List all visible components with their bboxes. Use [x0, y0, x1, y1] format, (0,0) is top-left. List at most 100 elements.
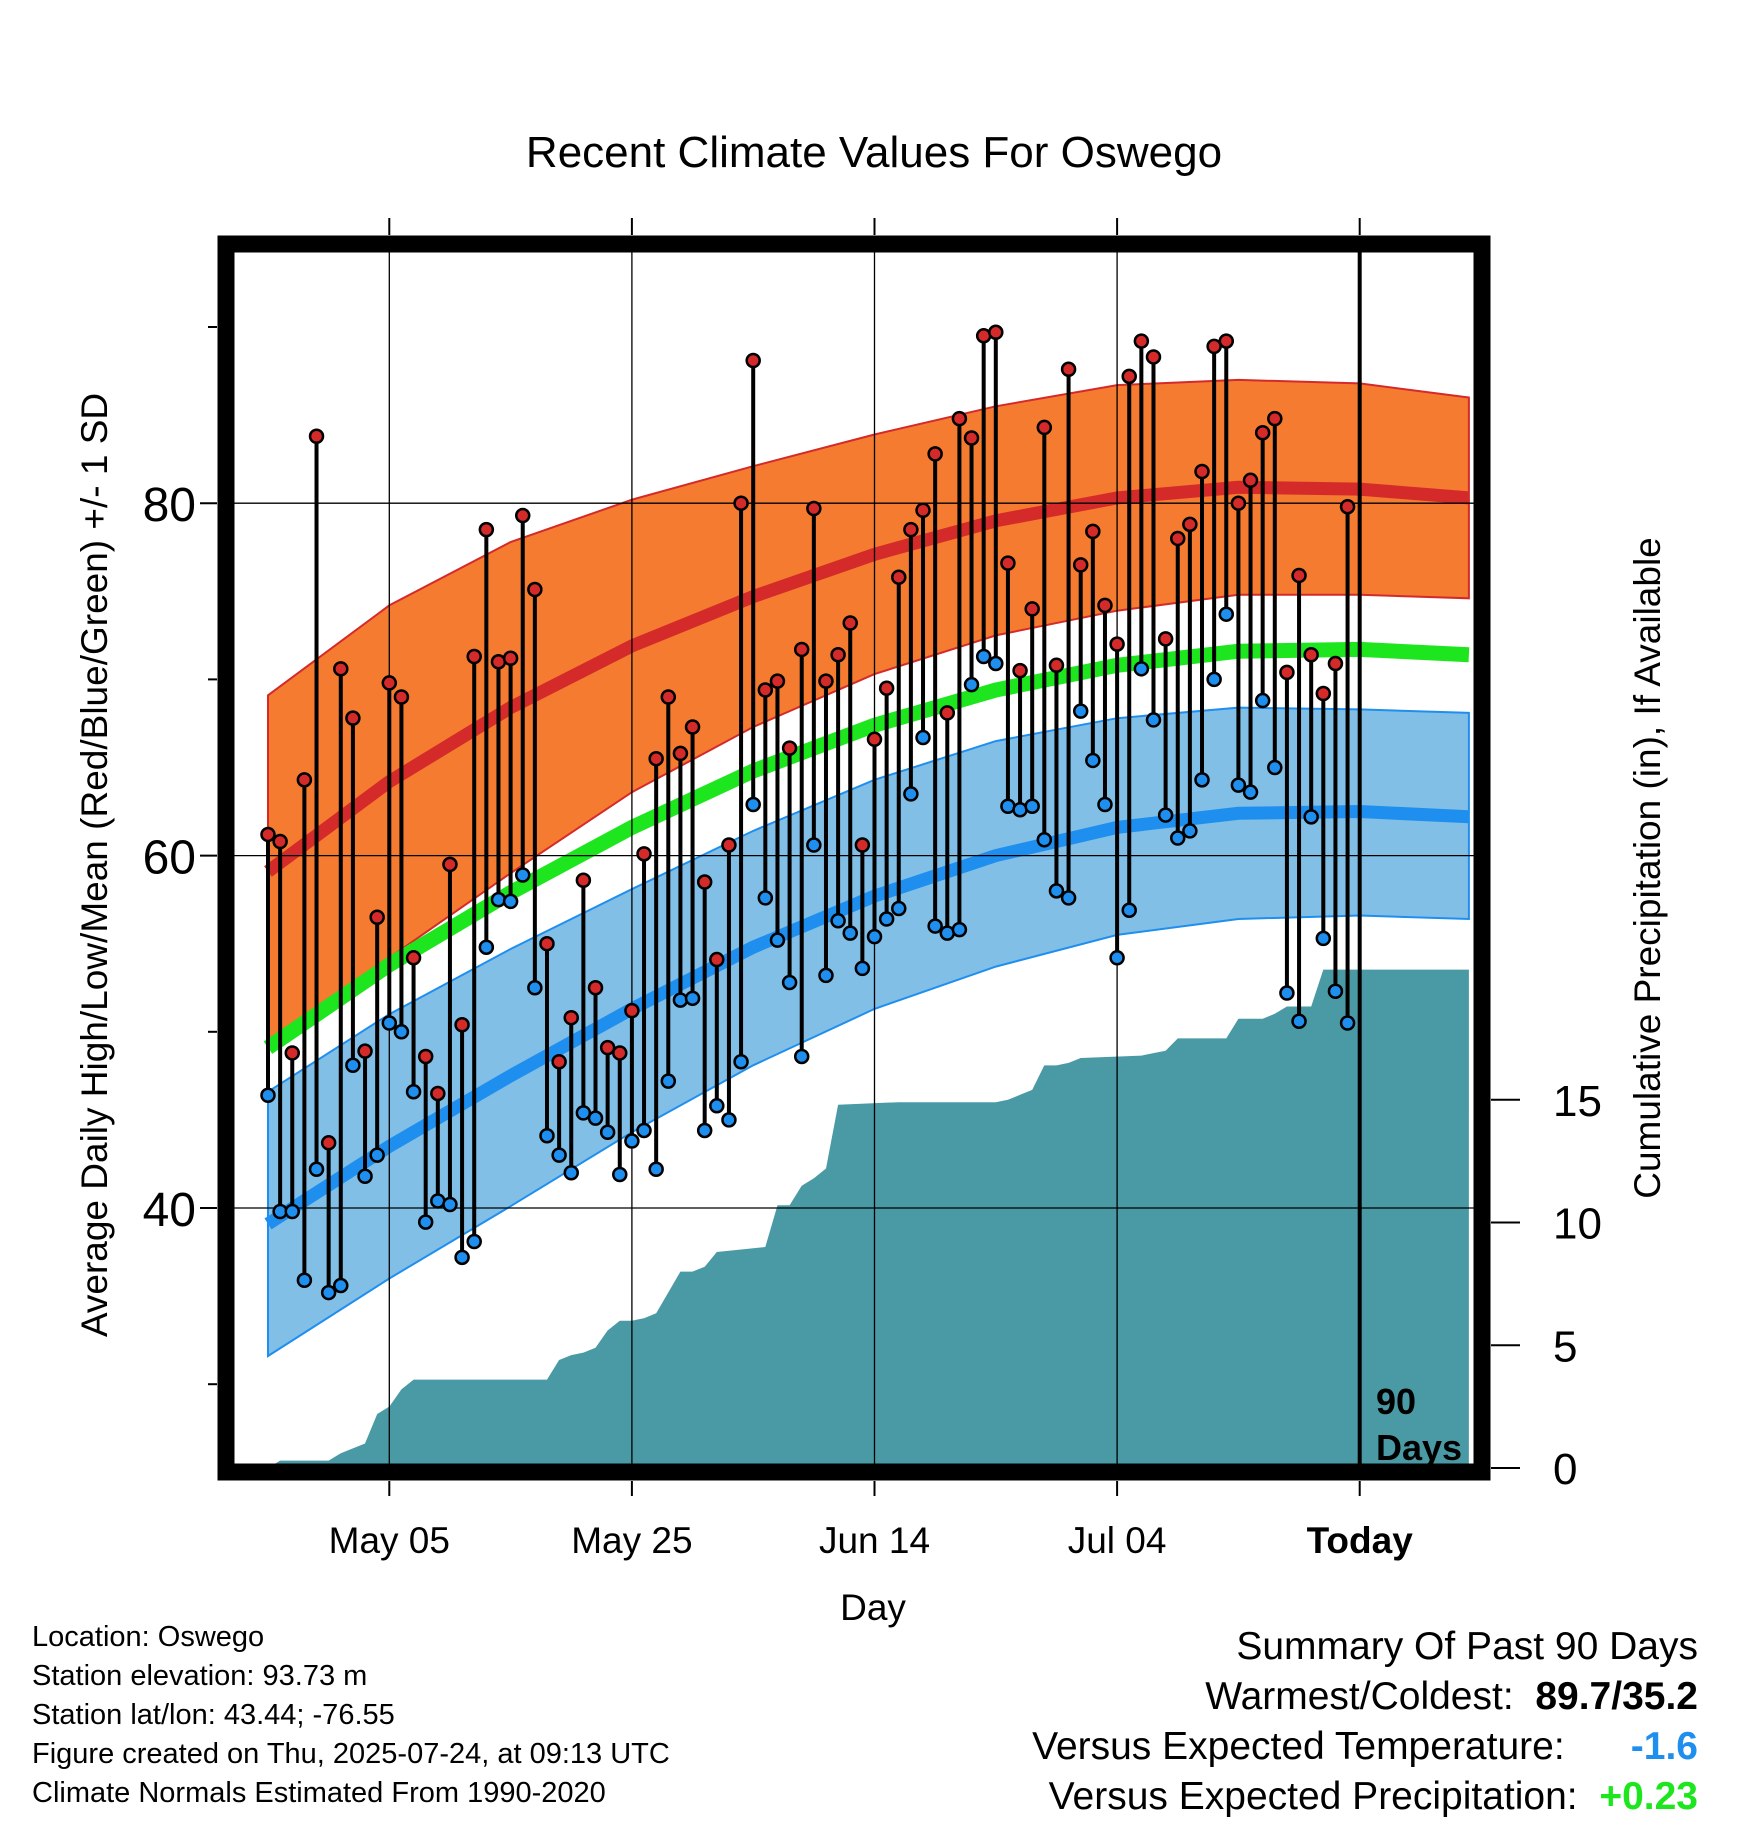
daily-high-point	[1254, 424, 1271, 441]
x-tick-label: Jun 14	[819, 1520, 930, 1561]
daily-high-point	[1060, 361, 1077, 378]
daily-low-point	[563, 1165, 579, 1181]
daily-high-point	[806, 500, 822, 517]
temp-label: Versus Expected Temperature:	[1032, 1725, 1565, 1768]
daily-high-point	[1194, 463, 1210, 480]
daily-high-point	[1012, 662, 1028, 679]
daily-low-point	[345, 1057, 361, 1074]
daily-high-point	[1170, 530, 1186, 547]
daily-high-point	[333, 661, 349, 677]
station-info: Location: Oswego Station elevation: 93.7…	[32, 1618, 670, 1813]
warmest-label: Warmest/Coldest:	[1205, 1675, 1514, 1718]
daily-low-point	[417, 1214, 434, 1230]
daily-low-point	[854, 960, 871, 977]
daily-low-point	[951, 921, 968, 938]
daily-low-point	[490, 891, 507, 908]
daily-low-point	[466, 1233, 482, 1250]
daily-low-point	[684, 990, 701, 1007]
daily-high-point	[551, 1054, 567, 1070]
daily-high-point	[1048, 657, 1065, 674]
daily-high-point	[1291, 567, 1307, 584]
daily-high-point	[1145, 349, 1162, 365]
precip-value: +0.23	[1599, 1775, 1698, 1818]
x-tick-label: May 25	[571, 1520, 692, 1561]
daily-low-point	[381, 1015, 398, 1031]
daily-high-point	[927, 446, 943, 462]
daily-low-point	[1121, 902, 1137, 918]
daily-low-point	[551, 1147, 567, 1163]
high-sd-band	[267, 378, 1470, 1050]
daily-high-point	[745, 352, 761, 369]
daily-high-point	[830, 646, 846, 663]
daily-low-point	[369, 1147, 385, 1163]
daily-high-point	[672, 745, 689, 762]
daily-low-point	[260, 1087, 276, 1103]
daily-low-point	[915, 729, 931, 746]
daily-low-point	[1024, 798, 1040, 815]
daily-low-point	[296, 1272, 313, 1288]
period-marker-unit: Days	[1376, 1427, 1462, 1468]
daily-high-point	[442, 856, 458, 873]
daily-low-point	[842, 925, 858, 941]
created-text: Figure created on Thu, 2025-07-24, at 09…	[32, 1738, 670, 1770]
daily-high-point	[818, 673, 834, 689]
daily-low-point	[624, 1133, 640, 1149]
daily-high-point	[939, 705, 956, 721]
daily-high-point	[733, 495, 749, 511]
precip-label: Versus Expected Precipitation:	[1048, 1775, 1578, 1818]
daily-high-point	[1036, 419, 1053, 436]
daily-high-point	[1133, 333, 1150, 349]
daily-low-point	[927, 918, 943, 934]
daily-low-point	[357, 1168, 373, 1185]
daily-low-point	[757, 890, 774, 906]
daily-high-point	[1327, 655, 1344, 672]
daily-high-point	[454, 1017, 470, 1033]
daily-low-point	[830, 913, 846, 929]
daily-low-point	[333, 1277, 349, 1294]
daily-high-point	[842, 615, 858, 631]
daily-high-point	[1121, 368, 1137, 385]
daily-low-point	[612, 1166, 628, 1183]
daily-high-point	[260, 826, 276, 843]
daily-low-point	[696, 1122, 713, 1139]
daily-high-point	[709, 951, 725, 968]
daily-low-point	[891, 900, 907, 917]
daily-high-point	[612, 1045, 628, 1061]
daily-high-point	[478, 521, 495, 538]
daily-high-point	[951, 410, 968, 427]
daily-high-point	[430, 1085, 446, 1102]
daily-high-point	[866, 731, 883, 748]
daily-low-point	[1182, 823, 1198, 839]
daily-high-point	[769, 673, 786, 689]
chart-title: Recent Climate Values For Oswego	[525, 128, 1223, 177]
daily-low-point	[1085, 752, 1101, 769]
summary-precip-row: Versus Expected Precipitation: +0.23	[1032, 1772, 1698, 1822]
daily-high-point	[793, 641, 810, 658]
daily-low-point	[393, 1024, 410, 1040]
daily-high-point	[721, 837, 737, 853]
daily-low-point	[866, 928, 883, 945]
observations	[260, 324, 1356, 1301]
x-tick-label: Today	[1307, 1520, 1414, 1561]
daily-low-point	[1036, 831, 1053, 848]
daily-low-point	[769, 932, 786, 948]
daily-low-point	[478, 939, 495, 955]
daily-low-point	[1303, 809, 1319, 825]
daily-low-point	[539, 1128, 555, 1144]
daily-high-point	[587, 980, 604, 996]
daily-high-point	[417, 1048, 434, 1065]
normals-text: Climate Normals Estimated From 1990-2020	[32, 1777, 606, 1809]
daily-high-point	[502, 650, 519, 667]
daily-high-point	[660, 689, 677, 705]
daily-high-point	[320, 1135, 337, 1151]
summary-heading: Summary Of Past 90 Days	[1236, 1625, 1698, 1668]
y-left-tick-label: 80	[143, 479, 196, 532]
daily-high-point	[854, 837, 871, 853]
summary-temp-row: Versus Expected Temperature: -1.6	[1032, 1722, 1698, 1772]
daily-low-point	[1230, 777, 1247, 793]
elevation-text: Station elevation: 93.73 m	[32, 1660, 368, 1692]
daily-low-point	[660, 1073, 677, 1089]
daily-low-point	[405, 1083, 422, 1100]
y-right-tick-label: 10	[1553, 1200, 1602, 1249]
